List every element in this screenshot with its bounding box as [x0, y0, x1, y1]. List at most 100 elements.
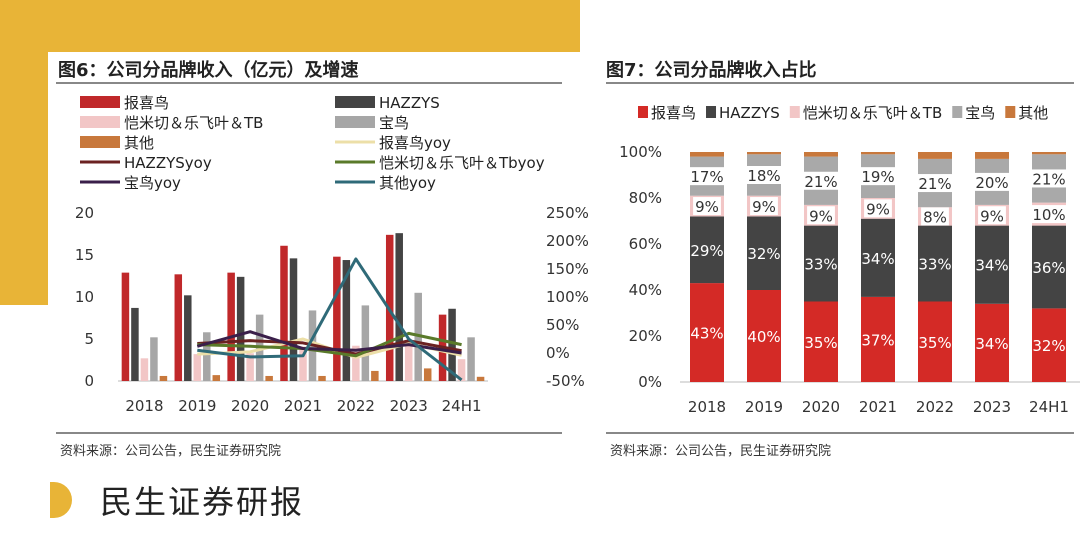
segment-series-1-2020 — [804, 225, 838, 302]
bar-series-3-2019 — [203, 332, 211, 381]
bar-series-0-2019 — [174, 274, 183, 381]
bar-series-4-2021 — [318, 375, 326, 381]
y-tick-label: 0% — [638, 373, 662, 391]
bar-series-0-2018 — [121, 272, 130, 381]
legend-swatch-series-1 — [335, 96, 375, 108]
y-tick-label: 100% — [619, 143, 662, 161]
data-label-series-0-2019: 40% — [747, 328, 780, 346]
data-label-series-1-2023: 34% — [975, 257, 1008, 275]
x-tick-label: 2019 — [745, 398, 783, 416]
data-label-bg — [1030, 205, 1068, 224]
y-tick-label: 10 — [75, 288, 94, 306]
data-label-series-1-2019: 32% — [747, 245, 780, 263]
segment-series-1-2021 — [861, 218, 895, 297]
segment-series-4-2021 — [861, 152, 895, 155]
source-note: 资料来源：公司公告，民生证券研究院 — [60, 444, 282, 459]
y-tick-label: 0 — [84, 372, 94, 390]
y2-tick-label: -50% — [546, 372, 585, 390]
data-label-series-3-24H1: 21% — [1032, 170, 1065, 188]
legend-swatch-series-3 — [952, 106, 963, 118]
bar-series-0-2020 — [227, 272, 235, 381]
segment-series-0-24H1 — [1032, 308, 1066, 382]
data-label-bg — [859, 167, 897, 186]
data-label-series-2-2022: 8% — [923, 208, 947, 226]
bar-series-2-2018 — [140, 358, 149, 381]
segment-series-0-2018 — [690, 283, 724, 382]
bar-series-2-2019 — [193, 354, 202, 381]
x-tick-label: 2021 — [284, 397, 322, 415]
chart-title: 图7：公司分品牌收入占比 — [606, 60, 817, 81]
legend-label-series-4: 其他 — [1018, 104, 1048, 122]
bar-series-1-24H1 — [448, 308, 456, 381]
bar-series-0-2022 — [333, 256, 341, 381]
data-label-series-3-2022: 21% — [918, 175, 951, 193]
x-tick-label: 2018 — [125, 397, 163, 415]
brand-text: 民生证券研报 — [100, 483, 305, 521]
legend-label-series-1: HAZZYS — [379, 94, 440, 112]
chart-panel-brand-revenue: 图6：公司分品牌收入（亿元）及增速 报喜鸟 HAZZYS 恺米切＆乐飞叶＆TB 宝鸟其… — [48, 52, 589, 462]
bar-series-2-2023 — [404, 343, 413, 381]
bar-series-4-2019 — [212, 375, 221, 381]
data-label-bg — [807, 206, 835, 225]
bar-series-1-2021 — [289, 258, 298, 381]
data-label-series-2-2020: 9% — [809, 207, 833, 225]
legend-label-series-8: 宝鸟yoy — [124, 174, 181, 192]
x-tick-label: 2021 — [859, 398, 897, 416]
segment-series-1-2019 — [747, 216, 781, 290]
legend-label-series-1: HAZZYS — [719, 104, 780, 122]
data-label-series-0-2020: 35% — [804, 334, 837, 352]
x-tick-label: 2022 — [916, 398, 954, 416]
data-label-series-3-2020: 21% — [804, 173, 837, 191]
data-label-bg — [973, 172, 1011, 191]
x-tick-label: 2020 — [231, 397, 269, 415]
y-tick-label: 15 — [75, 246, 94, 264]
brand-share-chart: 报喜鸟 HAZZYS 恺米切＆乐飞叶＆TB 宝鸟 其他 100% 80% 60% 40% 20% 0… — [619, 104, 1080, 416]
legend-label-series-3: 宝鸟 — [965, 104, 995, 122]
data-label-series-2-2019: 9% — [752, 198, 776, 216]
data-label-bg — [1030, 169, 1068, 188]
bar-series-1-2018 — [131, 307, 139, 381]
segment-series-0-2019 — [747, 290, 781, 382]
data-label-series-3-2023: 20% — [975, 174, 1008, 192]
bar-series-4-2023 — [423, 368, 432, 381]
data-label-bg — [921, 207, 949, 226]
segment-series-0-2020 — [804, 301, 838, 382]
bar-series-0-2021 — [280, 245, 288, 381]
legend-swatch-series-4 — [80, 136, 120, 148]
x-tick-label: 2020 — [802, 398, 840, 416]
bar-series-2-2022 — [352, 345, 360, 381]
legend-swatch-series-0 — [80, 96, 120, 108]
data-label-bg — [916, 174, 954, 193]
data-label-series-1-2018: 29% — [690, 242, 723, 260]
bar-series-3-24H1 — [467, 337, 475, 381]
segment-series-4-2019 — [747, 152, 781, 155]
legend-label-series-4: 其他 — [124, 134, 154, 152]
x-tick-label: 2019 — [178, 397, 216, 415]
x-tick-label: 2022 — [337, 397, 375, 415]
segment-series-4-2023 — [975, 152, 1009, 159]
legend-label-series-5: 报喜鸟yoy — [379, 134, 451, 152]
data-label-series-2-2023: 9% — [980, 207, 1004, 225]
line-series-9 — [197, 257, 463, 382]
bar-series-4-2018 — [159, 375, 168, 381]
bar-series-4-2022 — [371, 370, 379, 381]
bar-series-4-2020 — [265, 375, 273, 381]
segment-series-4-2022 — [918, 152, 952, 159]
legend-swatch-series-2 — [789, 106, 800, 118]
data-label-series-0-2021: 37% — [861, 331, 894, 349]
source-rule — [606, 432, 1074, 434]
source-rule — [56, 432, 562, 434]
legend-label-series-9: 其他yoy — [379, 174, 436, 192]
y-tick-label: 5 — [84, 330, 94, 348]
data-label-series-1-2020: 33% — [804, 256, 837, 274]
segment-series-4-24H1 — [1032, 152, 1066, 155]
title-rule — [56, 82, 562, 84]
brand-logo-mark — [50, 482, 72, 518]
legend-label-series-0: 报喜鸟 — [651, 104, 696, 122]
data-label-series-1-24H1: 36% — [1032, 259, 1065, 277]
bar-series-1-2023 — [395, 233, 403, 381]
y-tick-label: 60% — [629, 235, 662, 253]
footer-brand: 民生证券研报 — [50, 478, 304, 522]
segment-series-4-2018 — [690, 152, 724, 157]
